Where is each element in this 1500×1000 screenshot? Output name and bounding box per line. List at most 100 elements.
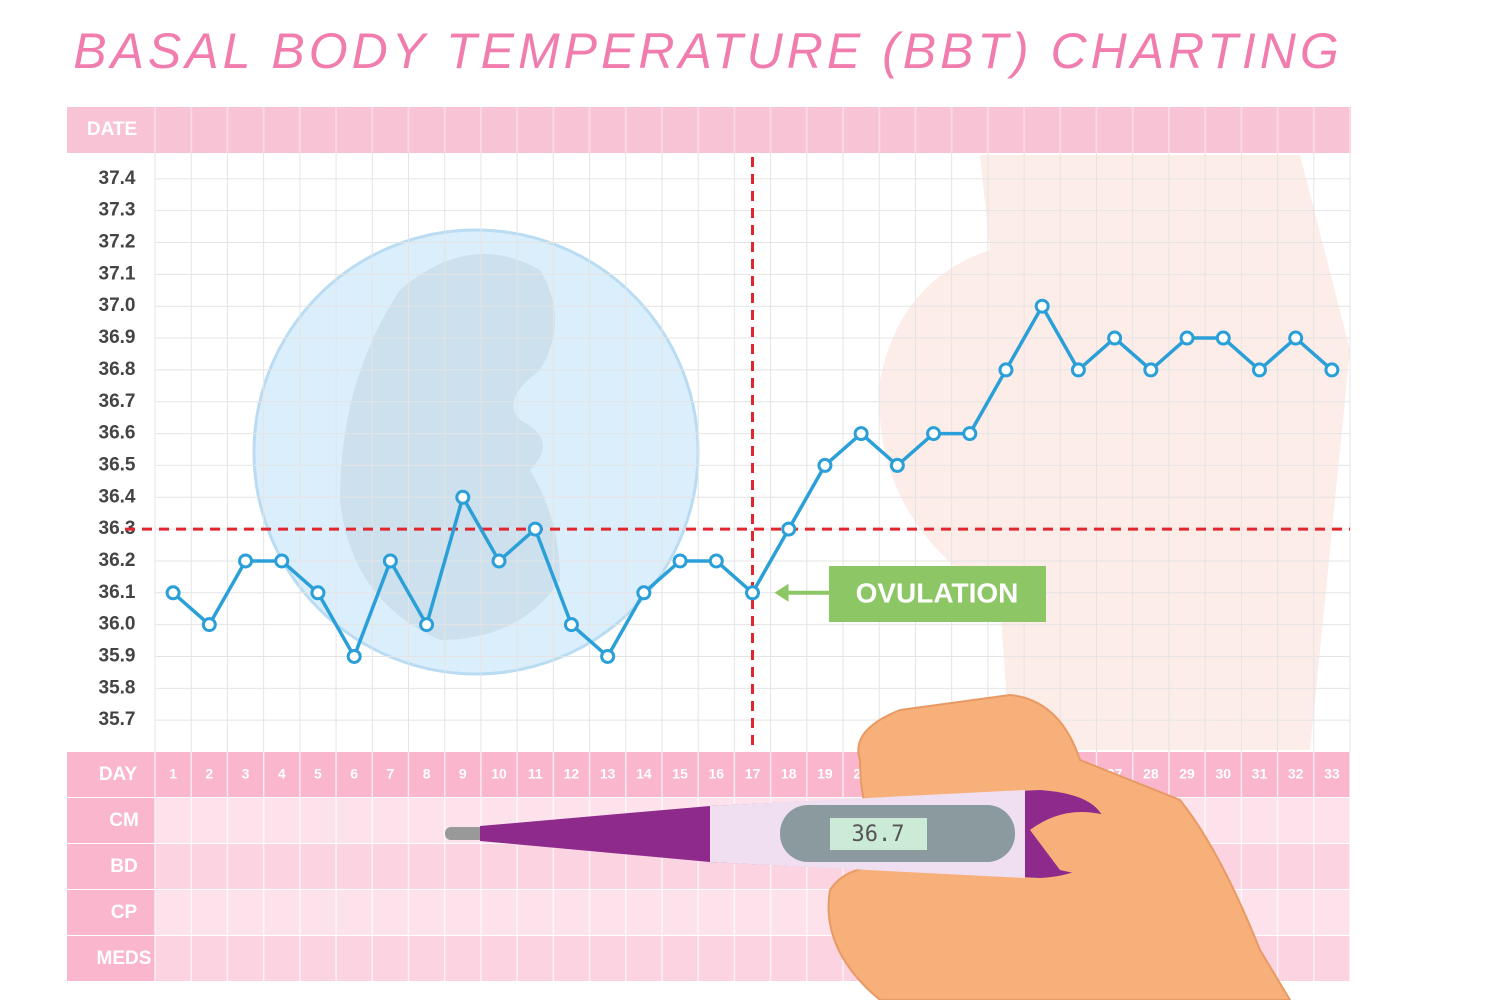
x-tick-label: 14 <box>636 766 652 782</box>
data-point <box>274 553 290 569</box>
y-tick-label: 37.0 <box>99 295 136 316</box>
row-label: DATE <box>87 119 137 140</box>
y-tick-label: 36.2 <box>99 550 136 571</box>
title: BASAL BODY TEMPERATURE (BBT) CHARTING <box>73 23 1343 79</box>
x-tick-label: 13 <box>600 766 616 782</box>
data-point <box>889 457 905 473</box>
data-point <box>745 585 760 601</box>
row-label-cell <box>67 752 155 798</box>
data-point <box>563 617 579 633</box>
x-tick-label: 15 <box>672 766 688 782</box>
y-tick-label: 35.9 <box>99 645 136 666</box>
data-point <box>600 648 616 664</box>
annotation: OVULATION <box>856 577 1019 608</box>
y-tick-label: 36.8 <box>99 359 136 380</box>
x-tick-label: 7 <box>386 766 394 782</box>
y-tick-label: 36.6 <box>99 423 136 444</box>
x-tick-label: 3 <box>242 766 250 782</box>
thumb <box>1030 812 1147 875</box>
x-tick-label: 8 <box>423 766 431 782</box>
row-label: MEDS <box>97 948 152 969</box>
data-point <box>1070 362 1086 378</box>
y-tick-label: 37.3 <box>99 200 136 221</box>
date-row <box>67 107 1350 153</box>
y-tick-label: 36.0 <box>99 614 136 635</box>
y-tick-label: 36.5 <box>99 454 136 475</box>
hand-thermometer: 36.7 <box>445 693 1292 1000</box>
y-tick-label: 37.4 <box>99 168 136 189</box>
thermometer-reading: 36.7 <box>852 822 905 847</box>
data-point <box>310 585 326 601</box>
row-label-cell <box>67 936 155 982</box>
data-point <box>165 585 181 601</box>
silhouette <box>879 155 1350 750</box>
x-tick-label: 17 <box>745 766 761 782</box>
x-tick-label: 2 <box>205 766 213 782</box>
data-point <box>346 648 362 664</box>
data-point <box>455 489 471 505</box>
y-tick-label: 35.7 <box>99 709 136 730</box>
data-point <box>1251 362 1267 378</box>
x-tick-label: 31 <box>1252 766 1268 782</box>
data-point <box>817 457 833 473</box>
annotation-box <box>829 566 1046 622</box>
row-label: BD <box>110 856 137 877</box>
row-label: CP <box>111 902 138 923</box>
data-point <box>636 585 652 601</box>
y-tick-label: 36.7 <box>99 391 136 412</box>
x-tick-label: 19 <box>817 766 833 782</box>
row-label: CM <box>109 810 139 831</box>
data-point <box>672 553 688 569</box>
data-point <box>926 426 942 442</box>
fetus <box>340 254 560 640</box>
x-tick-label: 12 <box>564 766 580 782</box>
row-label: DAY <box>99 764 138 785</box>
decoration <box>252 155 1350 750</box>
data-point <box>1107 330 1123 346</box>
data-point <box>382 553 398 569</box>
data-point <box>998 362 1014 378</box>
x-tick-label: 5 <box>314 766 322 782</box>
data-point <box>1324 362 1340 378</box>
y-tick-label: 36.9 <box>99 327 136 348</box>
thermometer-tip <box>445 827 485 840</box>
data-point <box>1215 330 1231 346</box>
row-label-cell <box>67 890 155 936</box>
x-tick-label: 4 <box>278 766 286 782</box>
row-label-cell <box>67 798 155 844</box>
x-tick-label: 29 <box>1179 766 1195 782</box>
y-tick-label: 36.3 <box>99 518 136 539</box>
y-tick-label: 37.2 <box>99 232 136 253</box>
x-tick-label: 9 <box>459 766 467 782</box>
thermometer-display <box>830 818 927 850</box>
x-tick-label: 18 <box>781 766 797 782</box>
y-tick-label: 36.1 <box>99 582 136 603</box>
x-tick-label: 16 <box>708 766 724 782</box>
data-point <box>1143 362 1159 378</box>
data-point <box>962 426 978 442</box>
arrow-head <box>774 583 789 602</box>
data-point <box>491 553 507 569</box>
x-tick-label: 33 <box>1324 766 1340 782</box>
data-point <box>527 521 543 537</box>
x-tick-label: 28 <box>1143 766 1159 782</box>
x-tick-label: 32 <box>1288 766 1304 782</box>
y-tick-label: 35.8 <box>99 677 136 698</box>
x-tick-label: 11 <box>528 766 543 782</box>
y-tick-label: 37.1 <box>99 263 136 284</box>
x-tick-label: 30 <box>1215 766 1231 782</box>
data-point <box>419 617 435 633</box>
data-point <box>1034 298 1050 314</box>
data-point <box>1179 330 1195 346</box>
x-tick-label: 1 <box>169 766 177 782</box>
y-tick-label: 36.4 <box>99 486 136 507</box>
data-point <box>238 553 254 569</box>
data-point <box>853 426 869 442</box>
x-tick-label: 6 <box>350 766 358 782</box>
row-label-cell <box>67 844 155 890</box>
data-point <box>781 521 797 537</box>
data-point <box>201 617 217 633</box>
data-point <box>708 553 724 569</box>
x-tick-label: 10 <box>491 766 507 782</box>
